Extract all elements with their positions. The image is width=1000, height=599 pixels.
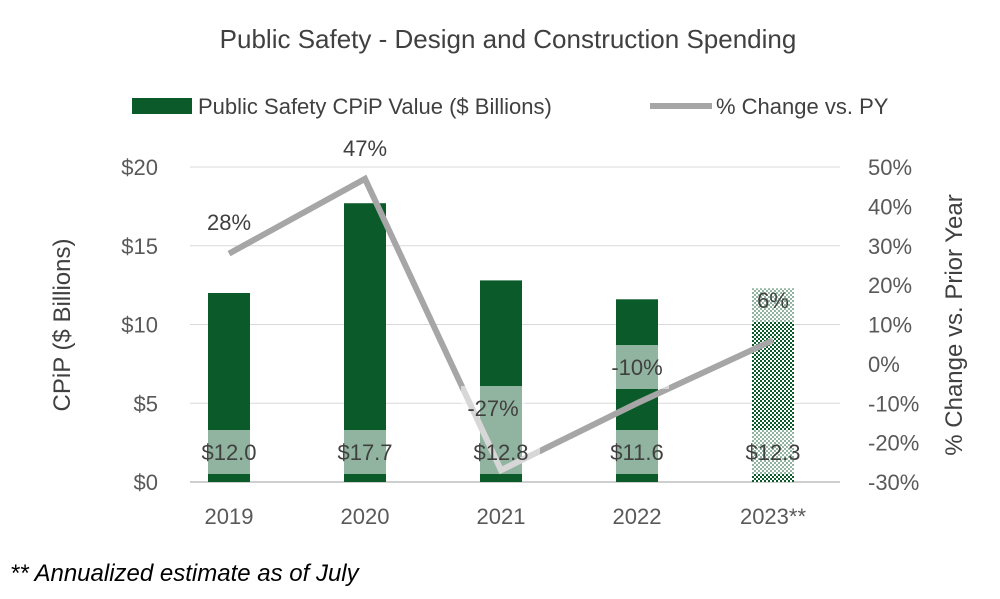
bar-value-label: $17.7 [337,440,392,465]
footnote: ** Annualized estimate as of July [10,560,359,587]
x-tick-label: 2023** [740,504,807,529]
x-tick-label: 2020 [341,504,390,529]
y-tick-label: $5 [134,391,158,416]
line-value-label: 47% [343,136,387,161]
y-axis-left: $0 $5 $10 $15 $20 [121,155,158,495]
data-labels: $12.0 $17.7 $12.8 $11.6 $12.3 28% 47% -27% -10% 6… [190,136,812,474]
y2-tick-label: 20% [868,273,912,298]
line-value-label: 28% [207,210,251,235]
y2-tick-label: 40% [868,194,912,219]
bar-value-label: $11.6 [610,440,663,465]
y2-tick-label: -20% [868,431,919,456]
line-value-label: -27% [467,396,518,421]
bar-value-label: $12.0 [201,440,256,465]
legend-swatch-bars [132,98,192,114]
line-label-box [605,345,669,389]
legend-label-bars: Public Safety CPiP Value ($ Billions) [198,94,552,119]
bar-value-label: $12.3 [745,440,800,465]
x-tick-label: 2019 [205,504,254,529]
y-axis-left-title: CPiP ($ Billions) [49,239,76,412]
y-tick-label: $15 [121,234,158,259]
x-axis: 2019 2020 2021 2022 2023** [205,504,807,529]
x-tick-label: 2022 [613,504,662,529]
bar-label-box [462,430,540,474]
bar-label-box [190,430,268,474]
y-tick-label: $20 [121,155,158,180]
y-axis-right: -30% -20% -10% 0% 10% 20% 30% 40% 50% [868,155,919,495]
bar-label-box [734,430,812,474]
y-tick-label: $0 [134,470,158,495]
y2-tick-label: 0% [868,352,900,377]
bar-label-box [326,430,404,474]
y-tick-label: $10 [121,313,158,338]
y2-tick-label: -10% [868,391,919,416]
line-label-box [741,278,805,322]
line-value-label: -10% [611,355,662,380]
y-axis-right-title: % Change vs. Prior Year [941,194,968,455]
bar-label-box [598,430,676,474]
y2-tick-label: 50% [868,155,912,180]
bar-value-label: $12.8 [473,440,528,465]
chart-title: Public Safety - Design and Construction … [220,24,797,54]
y2-tick-label: 30% [868,234,912,259]
legend: Public Safety CPiP Value ($ Billions) % … [132,94,889,119]
legend-label-line: % Change vs. PY [716,94,889,119]
x-tick-label: 2021 [477,504,526,529]
y2-tick-label: -30% [868,470,919,495]
line-label-box [461,386,525,430]
line-value-label: 6% [757,288,789,313]
y2-tick-label: 10% [868,313,912,338]
